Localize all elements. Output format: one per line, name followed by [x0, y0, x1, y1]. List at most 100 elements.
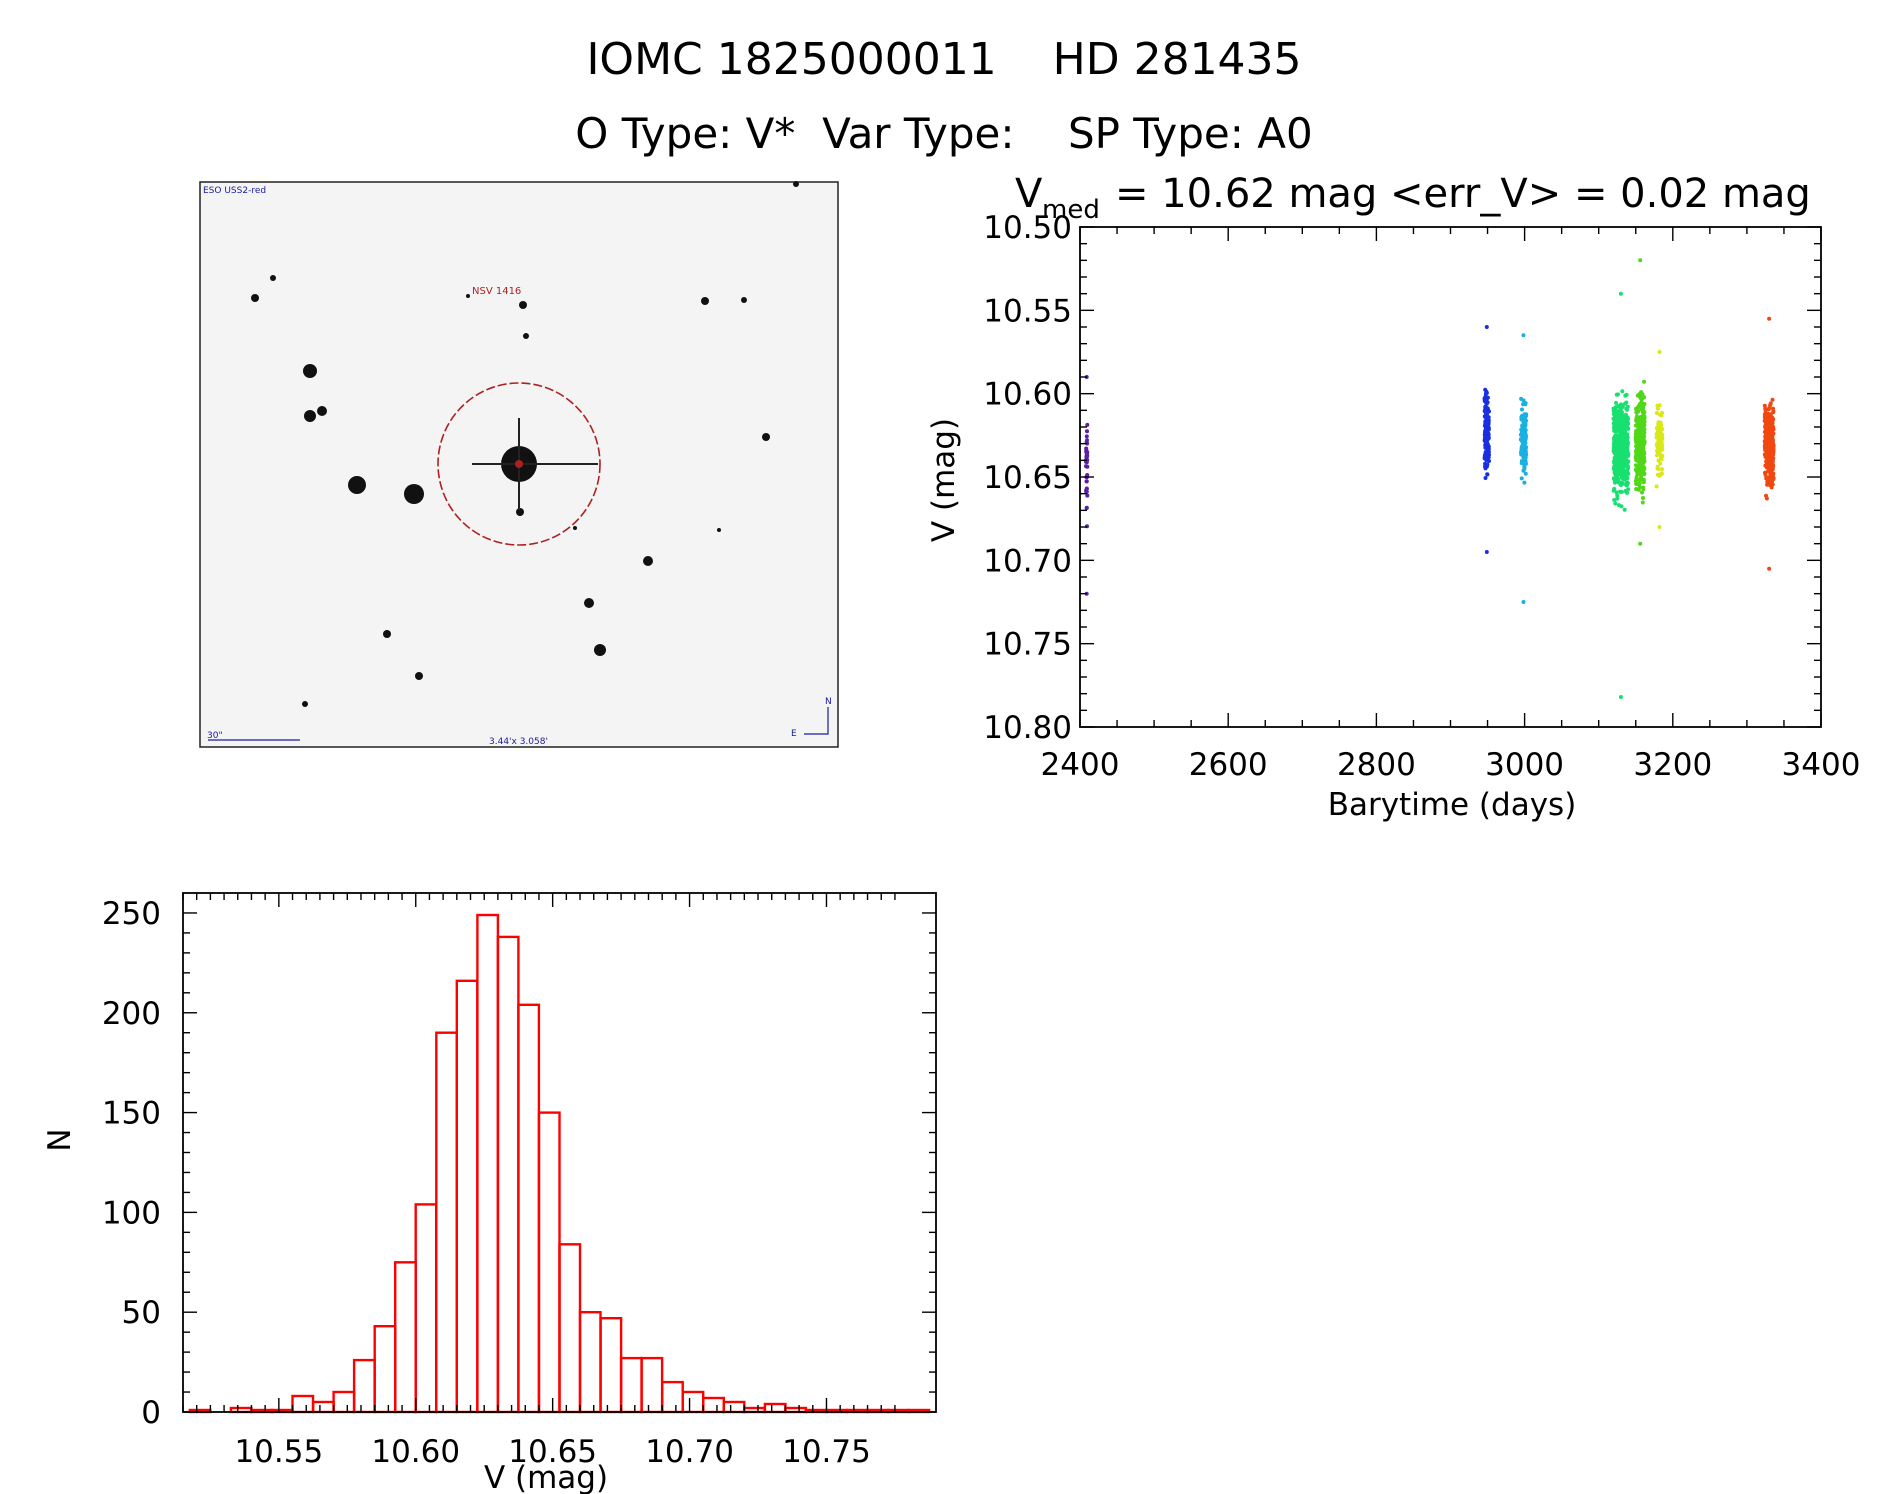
histogram-bar: [681, 1390, 705, 1414]
data-point: [1616, 463, 1621, 467]
scale-label: 30": [207, 731, 223, 741]
star-icon: [741, 297, 747, 303]
data-point: [1614, 445, 1619, 450]
y-tick-label: 50: [122, 1295, 161, 1331]
star-icon: [701, 297, 709, 305]
data-point: [1084, 446, 1089, 451]
data-point: [1615, 449, 1620, 454]
data-point: [1657, 350, 1662, 354]
data-point: [1637, 482, 1642, 487]
data-point: [1612, 435, 1617, 440]
data-point: [1084, 455, 1089, 459]
data-point: [1618, 439, 1623, 444]
data-point: [1771, 471, 1776, 476]
data-point: [1660, 436, 1665, 441]
data-point: [1639, 477, 1644, 481]
y-tick-label: 100: [102, 1195, 161, 1231]
data-point: [1765, 457, 1770, 461]
data-point: [1769, 475, 1774, 480]
data-point: [1640, 490, 1644, 495]
data-point: [1641, 480, 1646, 485]
data-point: [1625, 407, 1629, 412]
data-point: [1522, 440, 1527, 445]
histogram-bar: [537, 1111, 561, 1414]
data-point: [1624, 432, 1628, 437]
star-icon: [762, 433, 770, 441]
data-point: [1763, 420, 1768, 425]
data-point: [1520, 407, 1524, 412]
histogram-bar: [332, 1390, 356, 1414]
star-icon: [404, 484, 424, 504]
histogram-bars: [188, 913, 931, 1414]
data-point: [1483, 464, 1488, 469]
data-point: [1642, 379, 1647, 384]
data-point: [1618, 291, 1623, 296]
histogram-axes: 10.55 10.60 10.65 10.70 10.75 0 50 100 150 200 250: [102, 892, 937, 1470]
data-point: [1770, 478, 1774, 483]
data-point: [1622, 474, 1626, 479]
data-point: [1655, 406, 1660, 411]
data-point: [1518, 437, 1523, 442]
data-point: [1615, 496, 1620, 501]
data-point: [1660, 467, 1664, 472]
figure-title: IOMC 1825000011 HD 281435: [586, 34, 1301, 85]
data-point: [1658, 461, 1663, 466]
data-point: [1634, 414, 1639, 419]
data-point: [1641, 496, 1645, 500]
data-point: [1771, 417, 1776, 422]
compass-east-label: E: [791, 729, 797, 739]
data-point: [1483, 391, 1488, 396]
star-icon: [584, 598, 594, 608]
x-tick-label: 3400: [1782, 747, 1861, 783]
histogram-bar: [517, 1003, 541, 1414]
data-point: [1485, 472, 1490, 477]
data-point: [1633, 478, 1638, 483]
data-point: [1640, 500, 1645, 505]
data-point: [1483, 404, 1488, 409]
data-point: [1625, 464, 1630, 469]
star-icon: [594, 644, 606, 656]
data-point: [1084, 479, 1089, 484]
data-point: [1084, 451, 1089, 456]
histogram-bar: [455, 979, 479, 1414]
data-point: [1764, 476, 1769, 481]
data-point: [1612, 428, 1617, 433]
data-point: [1612, 412, 1617, 417]
data-point: [1486, 449, 1491, 454]
data-point: [1635, 434, 1640, 438]
data-point: [1657, 403, 1662, 408]
data-point: [1765, 411, 1770, 416]
data-point: [1523, 423, 1528, 428]
data-point: [1520, 461, 1525, 465]
data-point: [1642, 451, 1647, 456]
histogram-ylabel: N: [42, 1128, 78, 1151]
data-point: [1613, 460, 1618, 465]
data-point: [1639, 472, 1644, 477]
data-point: [1656, 458, 1661, 463]
data-point: [1522, 429, 1527, 434]
data-point: [1766, 445, 1771, 450]
data-point: [1623, 459, 1627, 464]
data-point: [1766, 469, 1770, 474]
data-point: [1486, 455, 1491, 460]
data-point: [1637, 437, 1642, 442]
star-icon: [466, 294, 470, 298]
data-point: [1521, 402, 1526, 407]
data-point: [1655, 426, 1660, 431]
data-point: [1624, 424, 1629, 429]
data-point: [1085, 493, 1090, 498]
light-curve-panel: V med = 10.62 mag <err_V> = 0.02 mag 240…: [926, 171, 1860, 823]
data-point: [1763, 434, 1768, 439]
data-point: [1618, 434, 1623, 439]
data-point: [1625, 404, 1630, 409]
data-point: [1519, 476, 1524, 481]
data-point: [1519, 450, 1523, 455]
histogram-bar: [394, 1261, 417, 1414]
data-point: [1613, 477, 1618, 482]
data-point: [1659, 443, 1664, 448]
data-point: [1763, 430, 1768, 435]
data-point: [1618, 469, 1623, 474]
data-point: [1637, 402, 1642, 406]
data-point: [1658, 420, 1663, 425]
